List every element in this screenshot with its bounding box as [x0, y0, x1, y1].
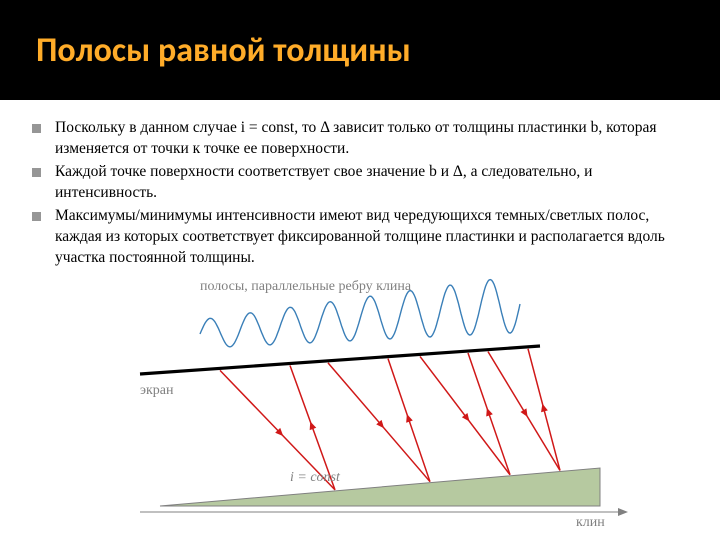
- wedge-diagram: полосы, параллельные ребру клина экран i…: [70, 276, 650, 534]
- bullet-text: Максимумы/минимумы интенсивности имеют в…: [55, 206, 688, 269]
- rays-group: [220, 349, 560, 490]
- screen-label: экран: [140, 383, 174, 398]
- screen-line: [140, 346, 540, 374]
- bullet-list: Поскольку в данном случае i = const, то …: [32, 118, 688, 268]
- slide-content: Поскольку в данном случае i = const, то …: [0, 100, 720, 542]
- slide-header: Полосы равной толщины: [0, 0, 720, 100]
- slide-title: Полосы равной толщины: [36, 30, 411, 71]
- bullet-icon: [32, 212, 41, 221]
- list-item: Максимумы/минимумы интенсивности имеют в…: [32, 206, 688, 269]
- bullet-icon: [32, 124, 41, 133]
- bullet-icon: [32, 168, 41, 177]
- arrow-icon: [618, 508, 628, 516]
- diagram-top-label: полосы, параллельные ребру клина: [200, 279, 412, 294]
- const-label: i = const: [290, 470, 341, 485]
- list-item: Поскольку в данном случае i = const, то …: [32, 118, 688, 160]
- list-item: Каждой точке поверхности соответствует с…: [32, 162, 688, 204]
- bullet-text: Каждой точке поверхности соответствует с…: [55, 162, 688, 204]
- bullet-text: Поскольку в данном случае i = const, то …: [55, 118, 688, 160]
- wedge-label: клин: [576, 515, 605, 530]
- wedge-shape: [160, 468, 600, 506]
